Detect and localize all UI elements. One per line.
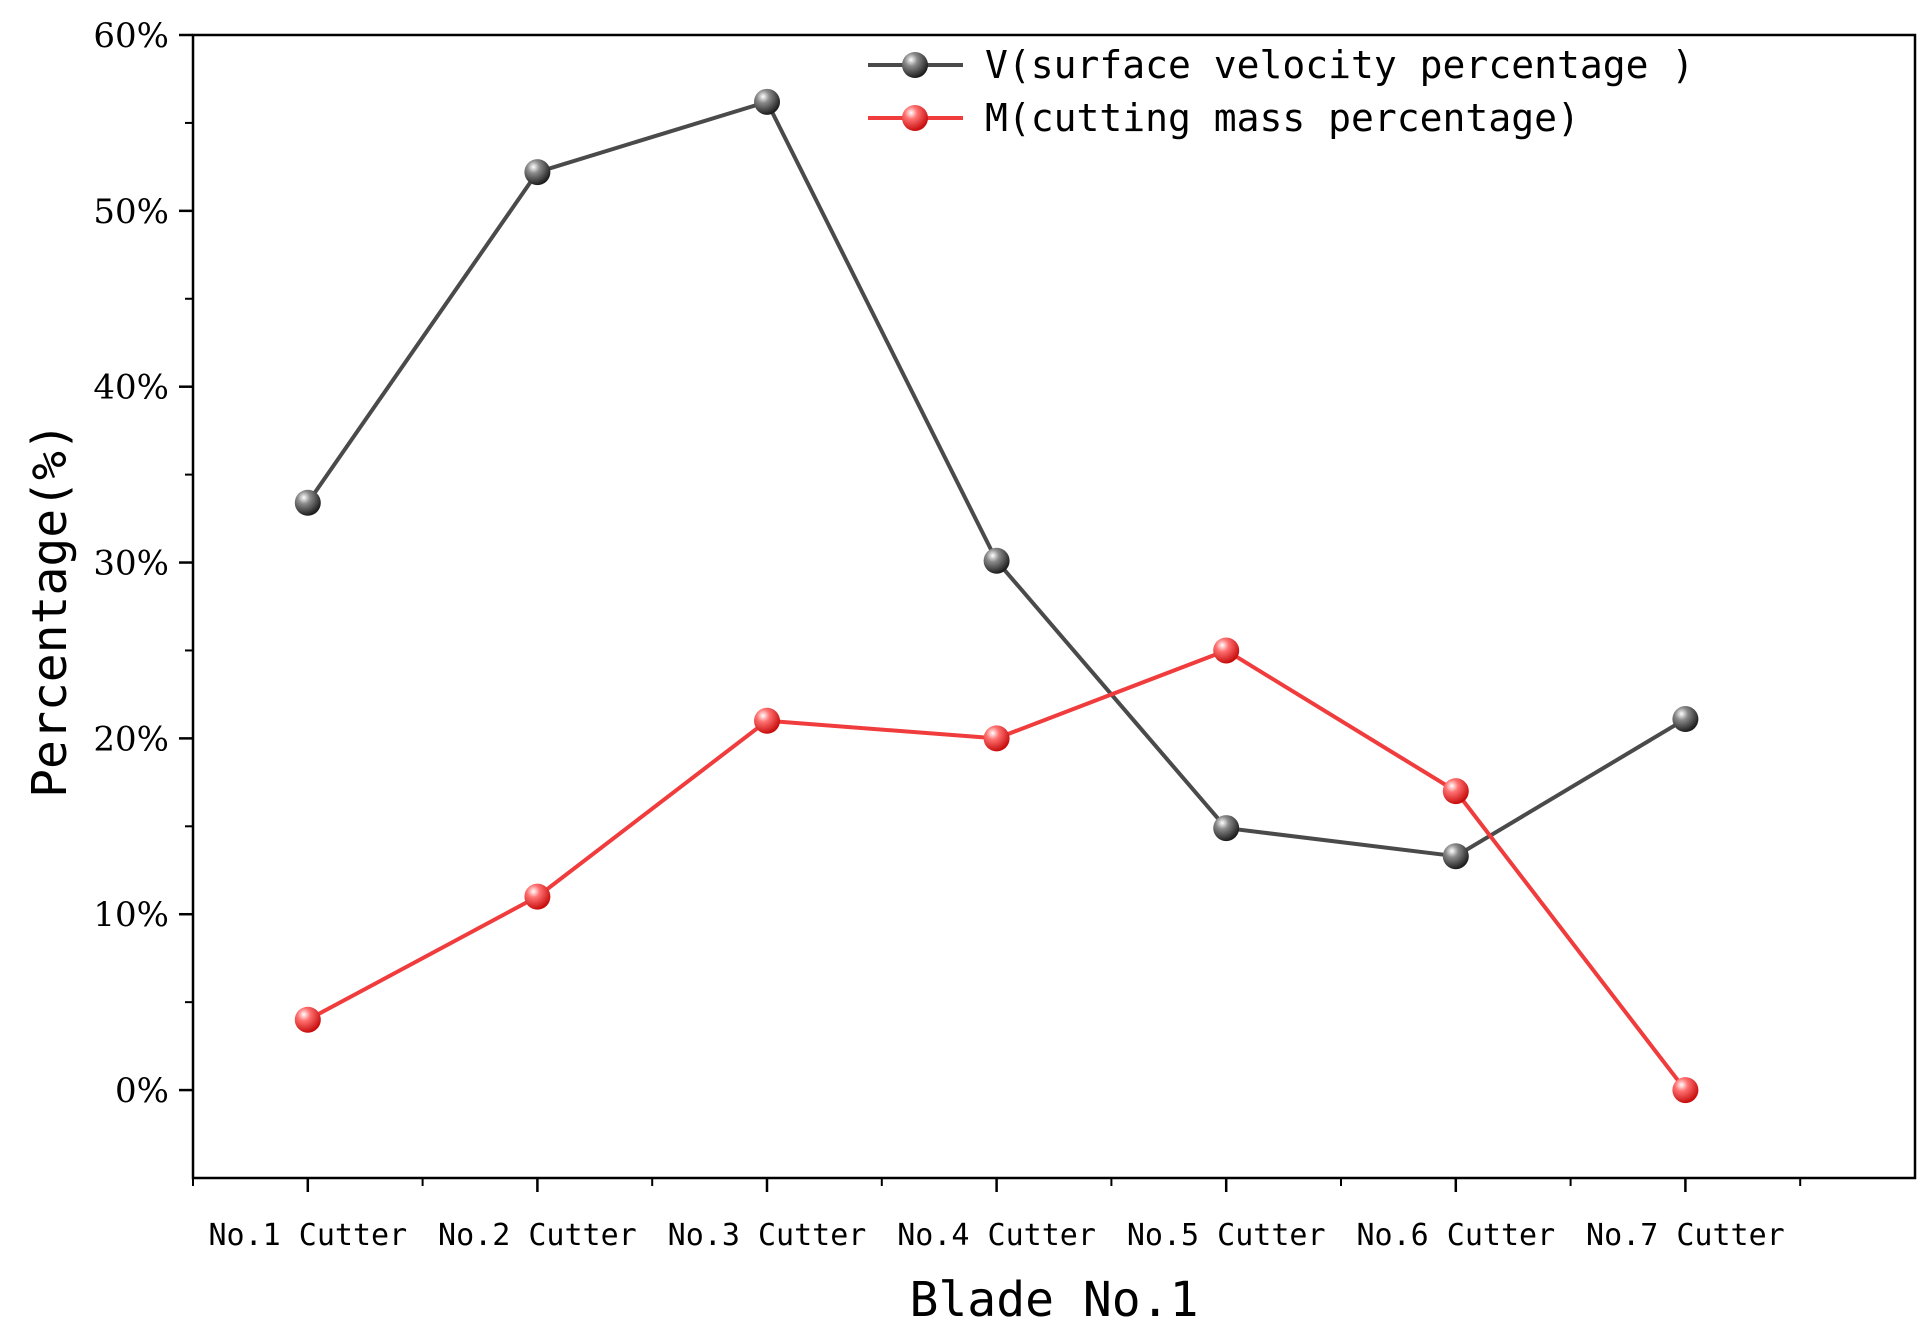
data-point [1672, 706, 1699, 733]
data-point [754, 88, 780, 115]
x-category-label: No.3 Cutter [668, 1218, 867, 1253]
data-point [1442, 843, 1469, 870]
x-category-label: No.1 Cutter [208, 1218, 407, 1253]
series-line [306, 648, 1687, 1092]
x-category-label: No.2 Cutter [438, 1218, 637, 1253]
data-point [524, 883, 551, 910]
series-layer [294, 88, 1699, 1104]
legend-label-v: V(surface velocity percentage ) [985, 43, 1694, 87]
legend-marker-m [902, 105, 928, 131]
y-tick-label: 40% [93, 368, 169, 408]
x-axis-title: Blade No.1 [910, 1272, 1199, 1328]
y-axis-title: Percentage(%) [22, 422, 78, 798]
x-axis: No.1 Cutter No.2 Cutter No.3 Cutter No.4 Cu… [192, 1178, 1802, 1253]
data-point [524, 159, 551, 186]
data-point [1442, 778, 1469, 805]
y-tick-label: 60% [93, 16, 169, 56]
y-tick-label: 10% [93, 895, 169, 935]
data-point [294, 489, 321, 516]
data-point [983, 547, 1010, 574]
x-category-label: No.4 Cutter [897, 1218, 1096, 1253]
legend-item-m: M(cutting mass percentage) [868, 96, 1580, 140]
y-axis: 0% 10% 20% 30% 40% 50% 60% [93, 16, 193, 1111]
data-point [983, 725, 1010, 752]
series-m [294, 637, 1699, 1104]
y-tick-label: 50% [93, 192, 169, 232]
x-category-label: No.7 Cutter [1586, 1218, 1785, 1253]
legend: V(surface velocity percentage ) M(cuttin… [868, 43, 1694, 140]
plot-frame [191, 33, 1917, 1180]
data-point [1213, 637, 1240, 664]
data-point [294, 1006, 321, 1033]
data-point [754, 707, 780, 734]
y-tick-label: 30% [93, 544, 169, 584]
legend-item-v: V(surface velocity percentage ) [868, 43, 1694, 87]
x-category-label: No.6 Cutter [1356, 1218, 1555, 1253]
data-point [1672, 1077, 1699, 1104]
series-v [294, 88, 1699, 870]
legend-label-m: M(cutting mass percentage) [985, 96, 1580, 140]
y-tick-label: 20% [93, 719, 169, 759]
x-category-label: No.5 Cutter [1127, 1218, 1326, 1253]
data-point [1213, 815, 1240, 842]
legend-marker-v [902, 52, 928, 78]
y-tick-label: 0% [115, 1071, 169, 1111]
